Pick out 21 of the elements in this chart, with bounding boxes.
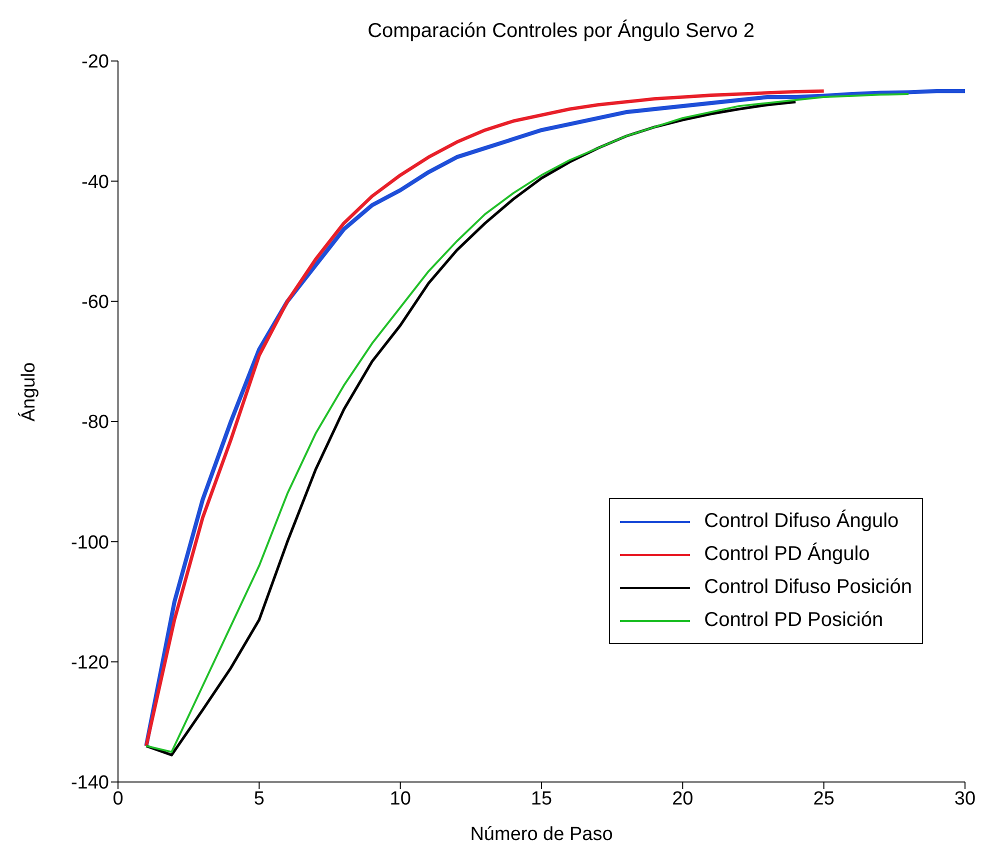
- y-tick-label: -80: [82, 412, 109, 434]
- x-axis-title: Número de Paso: [470, 824, 613, 845]
- legend-label: Control Difuso Ángulo: [704, 508, 899, 534]
- x-tick-label: 10: [390, 788, 411, 810]
- y-tick-label: -60: [82, 292, 109, 314]
- y-tick-label: -40: [82, 172, 109, 193]
- legend-label: Control Difuso Posición: [704, 575, 912, 600]
- legend-label: Control PD Ángulo: [704, 542, 870, 567]
- y-tick-label: -20: [82, 52, 109, 73]
- x-tick-label: 20: [672, 788, 694, 810]
- chart-title: Comparación Controles por Ángulo Servo 2: [366, 20, 756, 43]
- x-tick-label: 5: [254, 788, 264, 810]
- y-tick-label: -140: [70, 772, 109, 794]
- x-tick-label: 0: [112, 788, 124, 810]
- x-tick-label: 25: [813, 788, 834, 810]
- legend-label: Control PD Posición: [704, 608, 884, 633]
- y-tick-label: -100: [70, 532, 109, 554]
- x-tick-label: 30: [954, 788, 976, 810]
- x-tick-label: 15: [530, 788, 552, 810]
- y-axis-title: Ángulo: [18, 362, 40, 422]
- y-tick-label: -120: [70, 652, 109, 674]
